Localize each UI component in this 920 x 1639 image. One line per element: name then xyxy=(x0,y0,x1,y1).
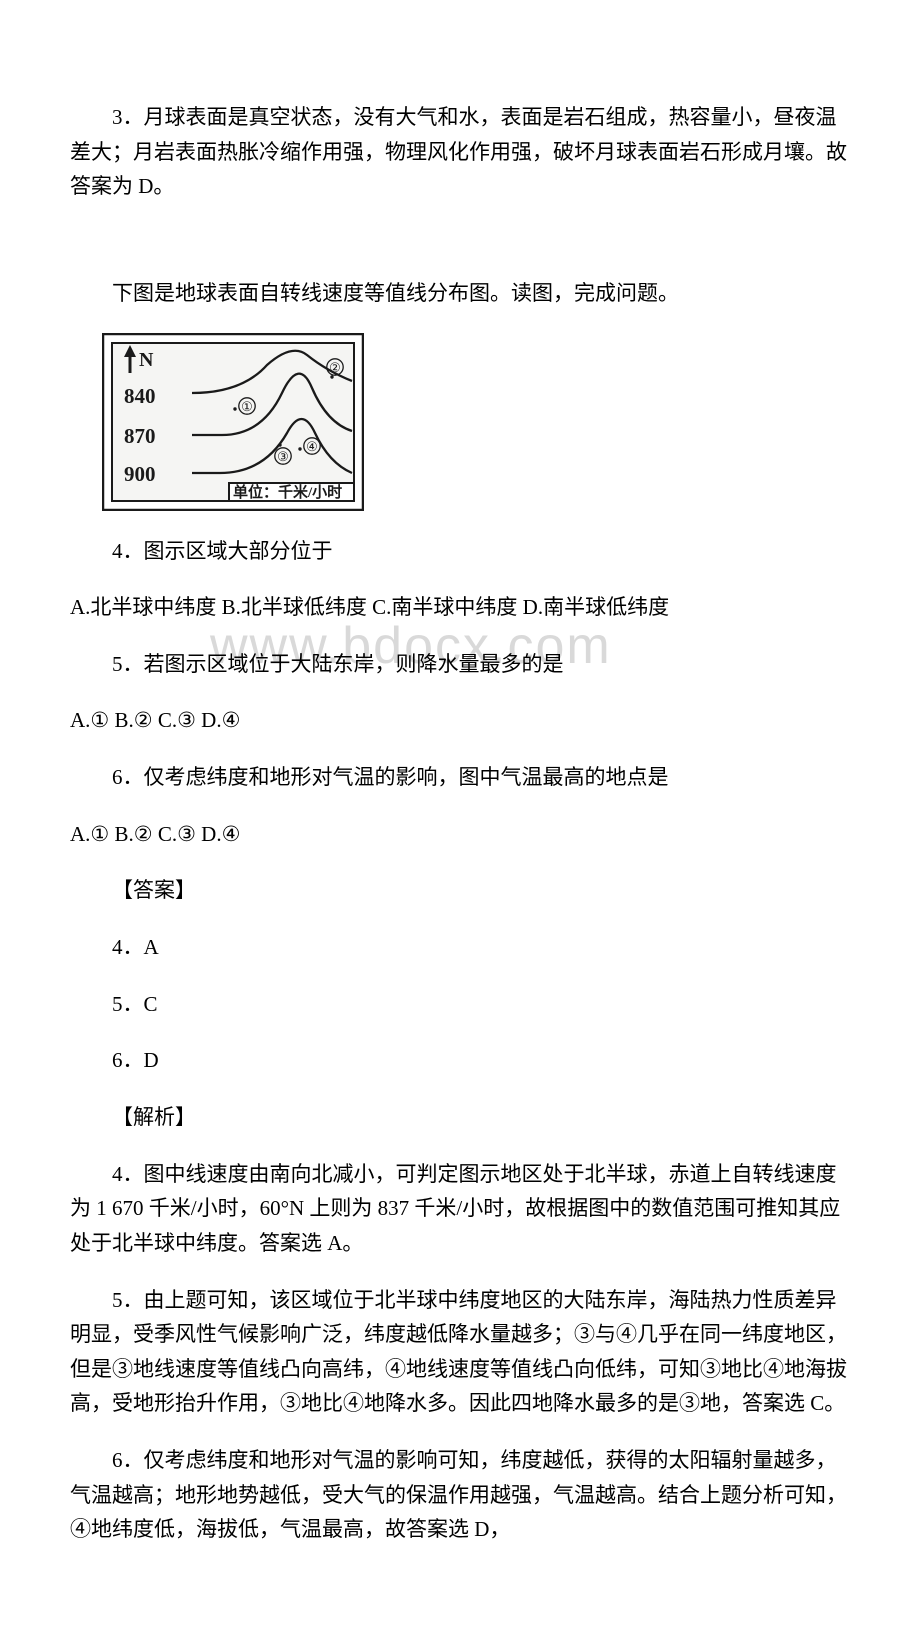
question-4: 4．图示区域大部分位于 xyxy=(70,534,850,569)
explanation-4: 4．图中线速度由南向北减小，可判定图示地区处于北半球，赤道上自转线速度为 1 6… xyxy=(70,1157,850,1261)
svg-text:N: N xyxy=(139,349,154,371)
answer-6: 6．D xyxy=(70,1043,850,1078)
svg-text:840: 840 xyxy=(124,384,156,408)
answers-label: 【答案】 xyxy=(70,873,850,908)
svg-text:②: ② xyxy=(329,360,341,375)
svg-text:900: 900 xyxy=(124,462,156,486)
svg-text:④: ④ xyxy=(306,439,318,454)
svg-text:单位：千米/小时: 单位：千米/小时 xyxy=(233,483,342,501)
question-5-choices: A.① B.② C.③ D.④ xyxy=(70,703,850,738)
question-5: 5．若图示区域位于大陆东岸，则降水量最多的是 xyxy=(70,647,850,682)
svg-text:870: 870 xyxy=(124,424,156,448)
explanation-label: 【解析】 xyxy=(70,1100,850,1135)
contour-figure: N 840 870 900 ① ② ③ ④ 单位：千米/小时 xyxy=(102,333,364,516)
explanation-6: 6．仅考虑纬度和地形对气温的影响可知，纬度越低，获得的太阳辐射量越多，气温越高；… xyxy=(70,1443,850,1547)
question-6: 6．仅考虑纬度和地形对气温的影响，图中气温最高的地点是 xyxy=(70,760,850,795)
explanation-5: 5．由上题可知，该区域位于北半球中纬度地区的大陆东岸，海陆热力性质差异明显，受季… xyxy=(70,1283,850,1422)
answer-4: 4．A xyxy=(70,930,850,965)
svg-text:③: ③ xyxy=(277,449,289,464)
intro-figure-2: 下图是地球表面自转线速度等值线分布图。读图，完成问题。 xyxy=(70,276,850,311)
question-4-choices: A.北半球中纬度 B.北半球低纬度 C.南半球中纬度 D.南半球低纬度 xyxy=(70,590,850,625)
answer-5: 5．C xyxy=(70,987,850,1022)
svg-text:①: ① xyxy=(241,399,253,414)
paragraph-q3-explanation: 3．月球表面是真空状态，没有大气和水，表面是岩石组成，热容量小，昼夜温差大；月岩… xyxy=(70,100,850,204)
question-6-choices: A.① B.② C.③ D.④ xyxy=(70,817,850,852)
